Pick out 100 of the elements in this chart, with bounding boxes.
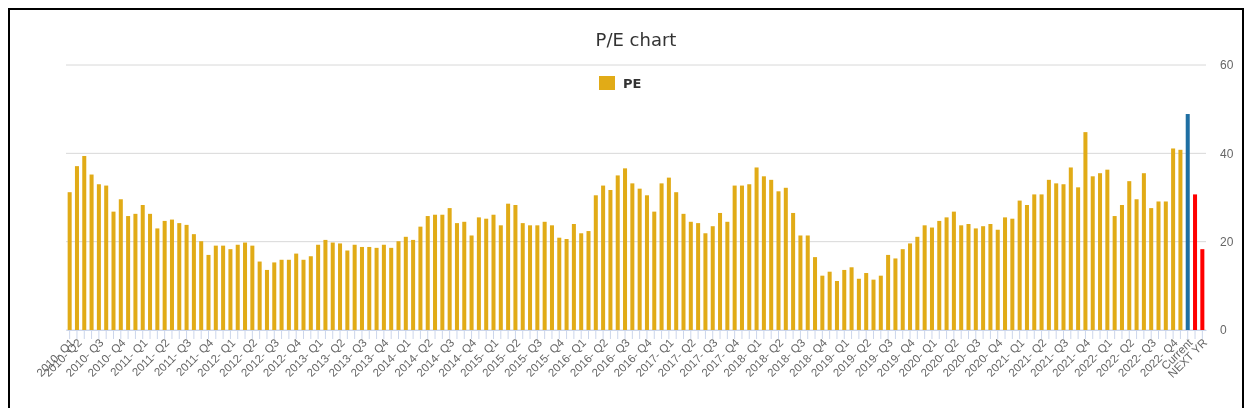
bar [725,221,730,330]
bar [396,241,401,330]
bar [389,247,394,330]
bar [352,244,357,330]
bar [1163,201,1168,330]
bar [206,254,211,330]
bar [849,267,854,330]
bar [74,166,79,330]
bar [338,243,343,330]
chart-title: P/E chart [595,29,677,50]
bar [791,212,796,330]
bar [177,223,182,330]
bar [425,216,430,330]
bar [82,155,87,330]
bar [418,226,423,330]
bar [213,245,218,330]
bar [659,183,664,330]
bar [915,236,920,330]
bar [1105,169,1110,330]
bar [308,256,313,330]
bar [886,254,891,330]
bar [937,220,942,330]
bar [140,205,145,330]
bar [520,223,525,330]
bar [1200,249,1205,330]
bar [294,253,299,330]
bar [169,219,174,330]
bar [608,189,613,330]
bar [813,257,818,330]
bar [535,225,540,330]
y-tick-label: 60 [1220,58,1234,73]
bar [1171,148,1176,330]
bar [1039,194,1044,330]
bar [878,275,883,330]
bar [696,223,701,330]
bar [666,177,671,330]
bar [528,225,533,330]
bar [900,249,905,330]
bar [1068,167,1073,330]
bar [374,247,379,330]
bar [739,185,744,330]
bar [1156,201,1161,330]
bar [184,224,189,330]
bar [1032,194,1037,330]
bar [783,187,788,330]
bar [908,243,913,330]
bar [761,176,766,330]
bar [593,195,598,330]
bar [155,228,160,330]
bar [264,269,269,330]
bar [623,168,628,330]
bar [718,212,723,330]
bar [966,224,971,330]
bar [951,211,956,330]
bar [798,235,803,330]
bar [221,245,226,330]
bar [842,269,847,330]
bar [564,239,569,330]
bar [484,218,489,330]
bar [250,245,255,330]
bar [834,280,839,330]
bar [133,213,138,330]
bar [1127,181,1132,330]
bar [462,221,467,330]
bar [944,217,949,330]
legend-label: PE [623,76,642,91]
bar [1046,179,1051,330]
bar [279,259,284,330]
bar [454,223,459,330]
bar [981,226,986,330]
bar [959,225,964,330]
bar [111,211,116,330]
bar [491,214,496,330]
bar [96,184,101,330]
bar [542,221,547,330]
bar [827,271,832,330]
bar [922,225,927,330]
bar [1178,149,1183,330]
bar [995,229,1000,330]
bar [681,213,686,330]
bar [1149,208,1154,330]
bar [440,214,445,330]
bar [637,188,642,330]
bar [732,185,737,330]
bar [359,246,364,330]
bar [557,237,562,330]
bar [747,184,752,330]
bar [67,192,72,330]
bar [652,211,657,330]
bar [228,249,233,330]
bar [257,261,262,330]
bar [1134,199,1139,330]
bar [191,234,196,330]
bar [893,258,898,330]
bar [1090,176,1095,330]
bar [1010,218,1015,330]
bar [1017,200,1022,330]
bar [345,250,350,330]
y-tick-label: 20 [1220,235,1234,250]
bar [1083,132,1088,330]
